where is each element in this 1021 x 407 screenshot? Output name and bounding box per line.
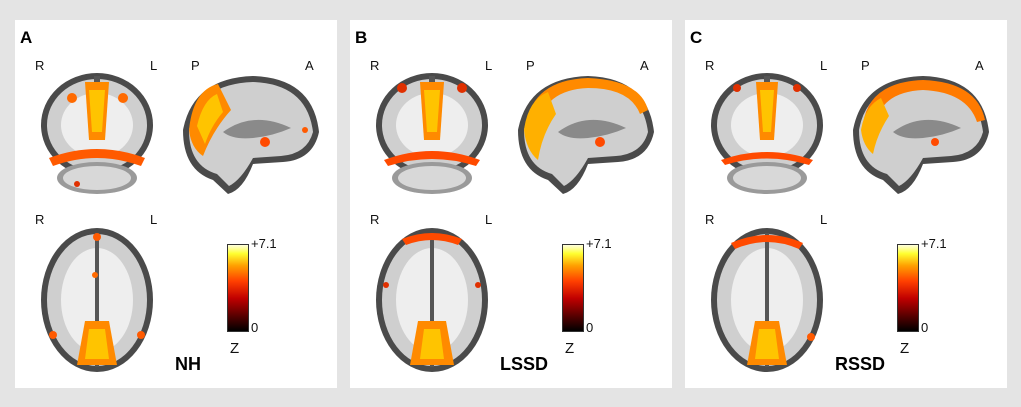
colorbar-unit-label: Z <box>900 340 910 357</box>
sagittal-brain-slice <box>518 76 654 194</box>
group-label: RSSD <box>835 354 886 374</box>
axial-right-label: R <box>370 212 380 227</box>
axial-left-label: L <box>150 212 158 227</box>
sagittal-posterior-label: P <box>526 58 535 73</box>
panel-letter: A <box>20 28 33 47</box>
axial-left-label: L <box>820 212 828 227</box>
sagittal-anterior-label: A <box>975 58 984 73</box>
axial-brain-slice <box>711 228 823 372</box>
colorbar-min-label: 0 <box>586 320 594 335</box>
colorbar-min-label: 0 <box>921 320 929 335</box>
group-label: LSSD <box>500 354 549 374</box>
colorbar-max-label: +7.1 <box>921 236 947 251</box>
panel-letter: B <box>355 28 368 47</box>
colorbar-min-label: 0 <box>251 320 259 335</box>
coronal-right-label: R <box>370 58 380 73</box>
axial-brain-slice <box>41 228 153 372</box>
coronal-left-label: L <box>820 58 828 73</box>
z-colorbar <box>227 244 249 332</box>
panel-letter: C <box>690 28 703 47</box>
sagittal-posterior-label: P <box>191 58 200 73</box>
colorbar-max-label: +7.1 <box>251 236 277 251</box>
coronal-left-label: L <box>485 58 493 73</box>
panel-a: A R L P A R L <box>15 20 337 388</box>
coronal-brain-slice <box>711 73 823 194</box>
coronal-right-label: R <box>705 58 715 73</box>
axial-right-label: R <box>35 212 45 227</box>
panel-c: C R L P A R L <box>685 20 1007 388</box>
z-colorbar <box>897 244 919 332</box>
coronal-right-label: R <box>35 58 45 73</box>
coronal-brain-slice <box>41 73 153 194</box>
coronal-left-label: L <box>150 58 158 73</box>
group-label: NH <box>175 354 201 374</box>
colorbar-max-label: +7.1 <box>586 236 612 251</box>
axial-left-label: L <box>485 212 493 227</box>
sagittal-anterior-label: A <box>305 58 314 73</box>
colorbar-unit-label: Z <box>565 340 575 357</box>
sagittal-brain-slice <box>183 76 319 194</box>
colorbar-unit-label: Z <box>230 340 240 357</box>
sagittal-posterior-label: P <box>861 58 870 73</box>
z-colorbar <box>562 244 584 332</box>
panel-b: B R L P A R L <box>350 20 672 388</box>
sagittal-anterior-label: A <box>640 58 649 73</box>
axial-brain-slice <box>376 228 488 372</box>
sagittal-brain-slice <box>853 76 989 194</box>
coronal-brain-slice <box>376 73 488 194</box>
axial-right-label: R <box>705 212 715 227</box>
